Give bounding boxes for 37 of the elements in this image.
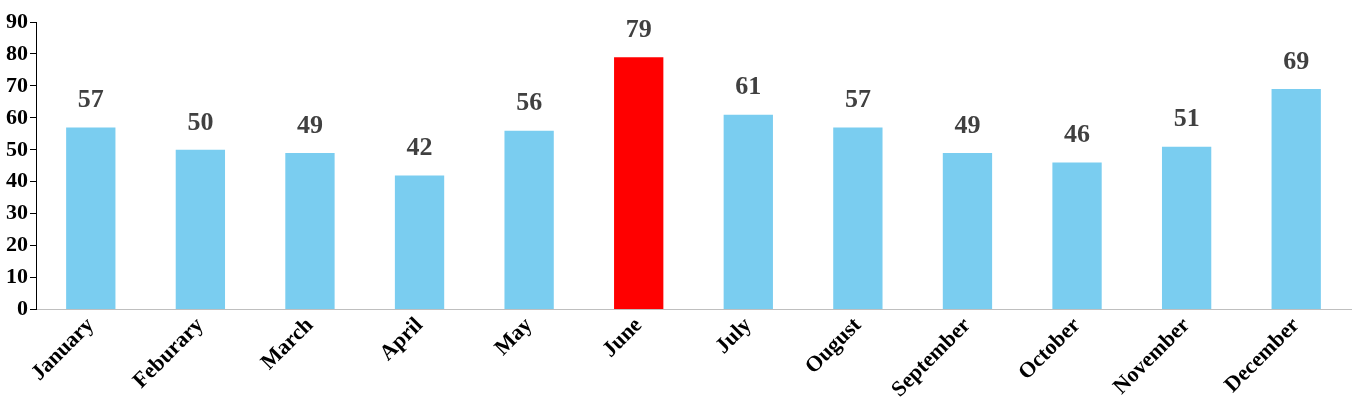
- data-label: 57: [77, 84, 104, 114]
- data-label: 42: [406, 132, 433, 162]
- bar: [942, 153, 993, 310]
- bar: [833, 127, 883, 310]
- data-label: 56: [516, 87, 543, 117]
- data-label: 50: [187, 106, 214, 136]
- y-tick-label: 60: [6, 103, 28, 129]
- bar: [66, 127, 116, 310]
- data-label: 61: [735, 71, 762, 101]
- y-tick-label: 10: [6, 263, 28, 289]
- bar: [504, 130, 554, 310]
- bar: [285, 153, 335, 310]
- y-tick-label: 90: [6, 7, 28, 33]
- bar: [1052, 162, 1102, 310]
- data-label: 69: [1283, 45, 1310, 75]
- bar: [394, 175, 445, 310]
- data-label: 46: [1064, 119, 1091, 149]
- y-tick-label: 80: [6, 39, 28, 65]
- x-tick-label: May: [488, 311, 537, 360]
- y-tick-label: 70: [6, 71, 28, 97]
- bar: [723, 114, 773, 310]
- y-tick-label: 30: [6, 199, 28, 225]
- x-tick-label: June: [596, 311, 647, 362]
- y-tick-label: 40: [6, 167, 28, 193]
- data-label: 49: [296, 109, 323, 139]
- x-tick-label: July: [709, 311, 756, 359]
- bar: [614, 57, 664, 310]
- bar: [175, 149, 226, 310]
- bar: [1271, 89, 1321, 310]
- y-tick-label: 0: [17, 295, 28, 321]
- data-label: 51: [1173, 103, 1200, 133]
- data-label: 49: [954, 109, 981, 139]
- data-label: 79: [625, 13, 652, 43]
- y-tick-label: 50: [6, 135, 28, 161]
- y-tick-label: 20: [6, 231, 28, 257]
- data-label: 57: [844, 84, 871, 114]
- bar: [1161, 146, 1212, 310]
